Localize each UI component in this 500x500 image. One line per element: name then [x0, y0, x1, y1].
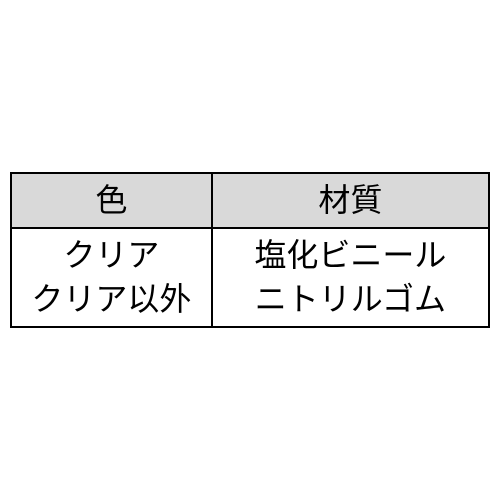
table-row: クリア クリア以外 塩化ビニール ニトリルゴム	[11, 228, 489, 328]
cell-material: 塩化ビニール ニトリルゴム	[212, 228, 489, 328]
spec-table: 色 材質 クリア クリア以外 塩化ビニール ニトリルゴム	[10, 172, 490, 328]
color-line-1: クリア	[20, 233, 203, 278]
material-line-1: 塩化ビニール	[221, 233, 480, 278]
column-header-material: 材質	[212, 173, 489, 228]
material-line-2: ニトリルゴム	[221, 277, 480, 322]
column-header-color: 色	[11, 173, 212, 228]
cell-color: クリア クリア以外	[11, 228, 212, 328]
color-line-2: クリア以外	[20, 277, 203, 322]
table-header-row: 色 材質	[11, 173, 489, 228]
